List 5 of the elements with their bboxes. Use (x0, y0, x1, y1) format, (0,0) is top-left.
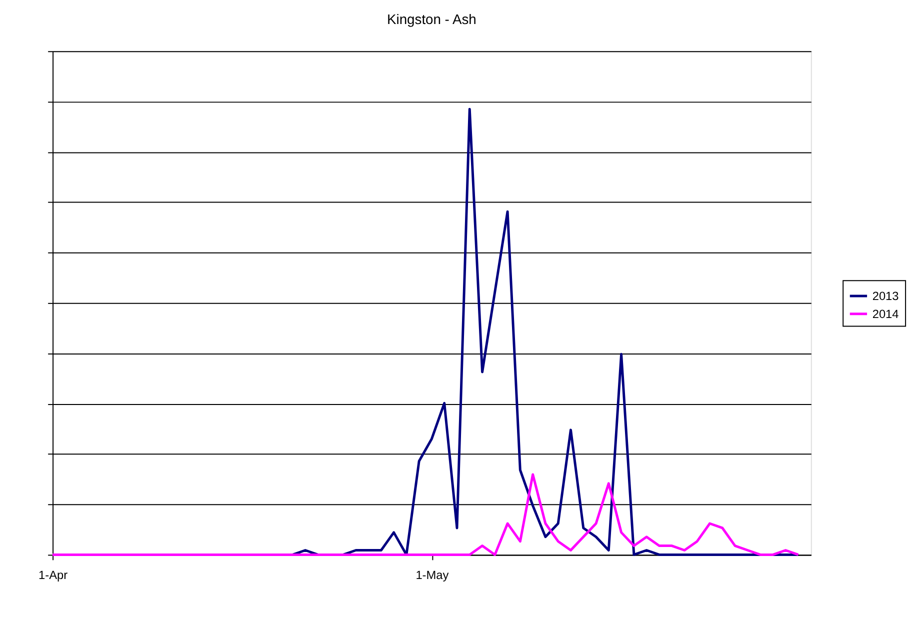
legend-label: 2014 (872, 306, 900, 321)
chart-title: Kingston - Ash (387, 10, 476, 27)
legend-label: 2013 (872, 288, 900, 303)
x-tick-label: 1-May (416, 568, 449, 582)
x-tick-label: 1-Apr (38, 568, 68, 582)
